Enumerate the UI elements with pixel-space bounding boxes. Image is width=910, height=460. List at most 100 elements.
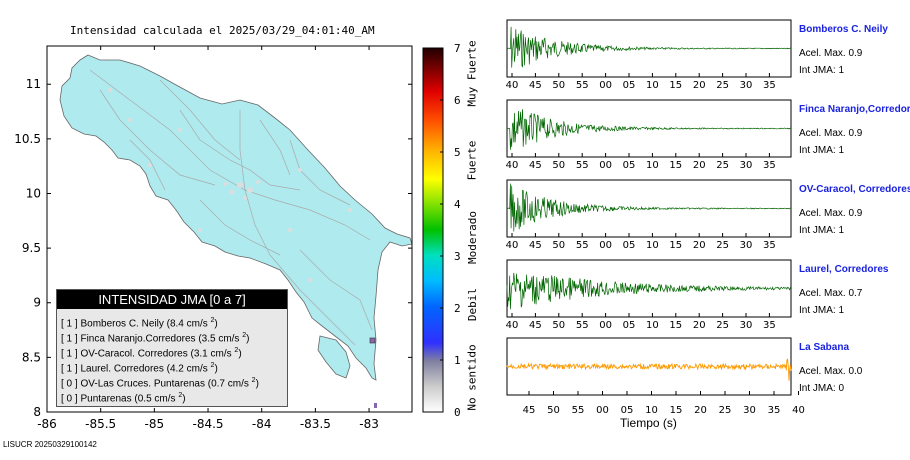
- time-tick-label: 05: [621, 405, 634, 416]
- time-tick-label: 00: [599, 80, 612, 91]
- x-tick-label: -83: [359, 417, 379, 431]
- time-tick-label: 20: [693, 80, 706, 91]
- legend-item-name: Puntarenas: [80, 393, 132, 405]
- station-name: Finca Naranjo,Corredores: [799, 104, 910, 115]
- time-tick-label: 55: [572, 405, 585, 416]
- x-tick-label: -85.5: [85, 417, 116, 431]
- time-tick-label: 15: [669, 160, 682, 171]
- legend-item-jma: [ 1 ]: [61, 348, 78, 360]
- station-marker: [374, 403, 377, 408]
- station-jma-intensity: Int JMA: 1: [799, 225, 845, 236]
- time-tick-label: 30: [740, 240, 753, 251]
- x-tick-label: -84: [252, 417, 272, 431]
- legend-item-exp: 2: [178, 392, 183, 399]
- legend-item-close: ): [255, 378, 259, 390]
- station-marker: [369, 337, 376, 344]
- time-tick-label: 40: [506, 160, 519, 171]
- x-tick-label: -86: [37, 417, 57, 431]
- time-axis-label: Tiempo (s): [620, 416, 677, 430]
- time-tick-label: 35: [763, 160, 776, 171]
- time-tick-label: 40: [792, 405, 805, 416]
- map-frame: [46, 45, 413, 413]
- y-tick-label: 8: [33, 405, 41, 419]
- station-max-accel: Acel. Max. 0.7: [799, 288, 863, 299]
- time-tick-label: 35: [768, 405, 781, 416]
- time-tick-label: 00: [596, 405, 609, 416]
- waveform-panel: 40 45 50 55 00 05 10 15 20 25 30 35: [506, 259, 792, 331]
- station-jma-intensity: Int JMA: 0: [799, 383, 845, 394]
- time-tick-label: 20: [693, 240, 706, 251]
- time-tick-label: 45: [529, 80, 542, 91]
- time-tick-label: 05: [623, 80, 636, 91]
- time-tick-label: 00: [599, 320, 612, 331]
- legend-item-name: OV-Caracol. Corredores: [80, 348, 188, 360]
- legend-item: [ 1 ] Laurel. Corredores (4.2 cm/s 2): [57, 358, 287, 375]
- station-name: Bomberos C. Neily: [799, 24, 888, 35]
- colorbar-tick-label: 3: [454, 250, 461, 263]
- colorbar-tick-label: 7: [454, 42, 461, 55]
- time-tick-label: 20: [693, 160, 706, 171]
- time-tick-label: 15: [670, 405, 683, 416]
- time-tick-label: 10: [646, 320, 659, 331]
- time-tick-label: 55: [576, 80, 589, 91]
- time-tick-label: 20: [694, 405, 707, 416]
- time-tick-label: 15: [669, 240, 682, 251]
- legend-item-name: Bomberos C. Neily: [80, 318, 164, 330]
- waveform-panel: 40 45 50 55 00 05 10 15 20 25 30 35: [506, 179, 792, 251]
- time-tick-label: 45: [529, 160, 542, 171]
- legend-item-exp: 2: [210, 362, 215, 369]
- time-tick-label: 40: [506, 320, 519, 331]
- time-tick-label: 55: [576, 240, 589, 251]
- map-x-axis: -86 -85.5 -85 -84.5 -84 -83.5 -83: [37, 46, 379, 431]
- legend-item-close: ): [214, 363, 218, 375]
- time-tick-label: 30: [740, 80, 753, 91]
- legend-item-close: ): [238, 348, 242, 360]
- legend-item-close: ): [246, 333, 250, 345]
- time-tick-label: 30: [740, 160, 753, 171]
- legend-item: [ 1 ] OV-Caracol. Corredores (3.1 cm/s 2…: [57, 343, 287, 360]
- time-tick-label: 25: [716, 160, 729, 171]
- legend-item-jma: [ 0 ]: [61, 393, 78, 405]
- waveform-trace: [506, 109, 792, 150]
- time-tick-label: 50: [552, 80, 565, 91]
- colorbar-tick-label: 0: [454, 406, 461, 419]
- legend-item: [ 0 ] Puntarenas (0.5 cm/s 2): [57, 388, 287, 405]
- legend-item-acc: (3.1 cm/s: [190, 348, 232, 360]
- legend-item-acc: (4.2 cm/s: [166, 363, 208, 375]
- colorbar-tick-label: 2: [454, 302, 461, 315]
- legend-item-acc: (0.7 cm/s: [207, 378, 249, 390]
- time-tick-label: 10: [646, 240, 659, 251]
- y-tick-label: 10.5: [14, 132, 41, 146]
- waveform-trace: [506, 272, 792, 310]
- x-tick-label: -85: [145, 417, 165, 431]
- time-tick-label: 10: [646, 160, 659, 171]
- legend-item-name: Finca Naranjo.Corredores: [80, 333, 196, 345]
- station-name: Laurel, Corredores: [799, 264, 889, 275]
- legend-item-name: Laurel. Corredores: [80, 363, 164, 375]
- time-tick-label: 45: [529, 320, 542, 331]
- costa-rica-land: [59, 54, 412, 381]
- station-max-accel: Acel. Max. 0.9: [799, 208, 863, 219]
- time-tick-label: 35: [763, 320, 776, 331]
- time-tick-label: 00: [599, 240, 612, 251]
- y-tick-label: 8.5: [22, 350, 41, 364]
- station-max-accel: Acel. Max. 0.9: [799, 48, 863, 59]
- time-tick-label: 45: [523, 405, 536, 416]
- legend-item-exp: 2: [251, 377, 256, 384]
- waveform-trace: [506, 26, 792, 68]
- colorbar-ticks: 0 1 2 3 4 5 6 7: [440, 42, 461, 419]
- x-tick-label: -83.5: [300, 417, 331, 431]
- legend-item-jma: [ 1 ]: [61, 333, 78, 345]
- colorbar-gradient: [422, 47, 444, 413]
- time-tick-label: 15: [669, 80, 682, 91]
- footer-id: LISUCR 20250329100142: [3, 440, 97, 449]
- legend-item-acc: (8.4 cm/s: [166, 318, 208, 330]
- y-tick-label: 9: [33, 296, 41, 310]
- y-tick-label: 10: [26, 186, 41, 200]
- time-tick-label: 25: [719, 405, 732, 416]
- map-title: Intensidad calculada el 2025/03/29_04:01…: [70, 24, 375, 37]
- legend-item-close: ): [182, 393, 186, 405]
- map-y-axis: 8 8.5 9 9.5 10 10.5 11: [14, 77, 412, 419]
- x-tick-label: -84.5: [192, 417, 223, 431]
